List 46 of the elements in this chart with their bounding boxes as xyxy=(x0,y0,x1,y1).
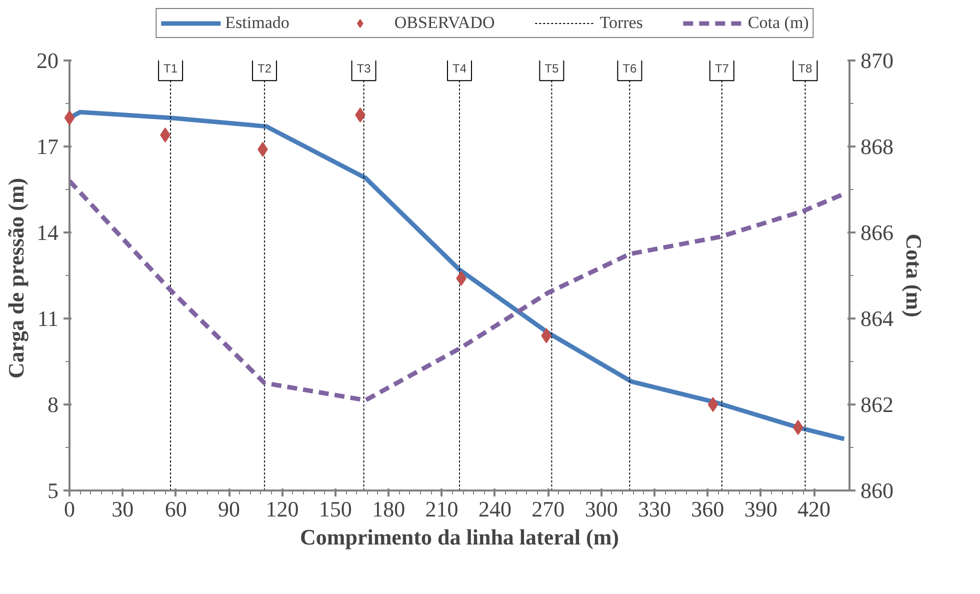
y2-axis-title: Cota (m) xyxy=(902,234,926,318)
x-axis-title: Comprimento da linha lateral (m) xyxy=(300,524,619,550)
x-tick-label: 240 xyxy=(478,496,512,522)
x-tick-label: 0 xyxy=(64,496,75,522)
point xyxy=(708,397,718,412)
annotation: T5 xyxy=(544,62,560,76)
x-tick-label: 150 xyxy=(318,496,352,522)
x-tick-label: 270 xyxy=(532,496,565,522)
y2-tick-label: 860 xyxy=(860,478,894,503)
y-tick-label: 17 xyxy=(36,134,58,159)
x-tick-label: 390 xyxy=(744,496,778,522)
annotation: T4 xyxy=(452,62,467,76)
y-tick-label: 20 xyxy=(36,48,58,73)
y-tick-label: 11 xyxy=(37,306,59,331)
legend-label: Torres xyxy=(600,13,643,33)
annotation: T7 xyxy=(714,62,730,76)
y2-tick-label: 866 xyxy=(860,220,894,245)
point xyxy=(64,110,75,126)
legend-label: OBSERVADO xyxy=(394,13,495,33)
annotation: T6 xyxy=(622,62,638,76)
x-tick-label: 420 xyxy=(798,496,831,522)
y-tick-label: 5 xyxy=(48,478,58,503)
x-tick-label: 90 xyxy=(218,496,240,522)
annotation: T3 xyxy=(356,62,372,76)
x-tick-label: 60 xyxy=(164,496,187,522)
point xyxy=(541,328,552,344)
x-tick-label: 330 xyxy=(638,496,671,522)
y2-tick-label: 868 xyxy=(860,134,894,159)
y2-tick-label: 862 xyxy=(860,392,894,417)
point xyxy=(792,420,804,435)
x-tick-label: 210 xyxy=(425,496,458,522)
legend-label: Cota (m) xyxy=(748,13,809,33)
x-tick-label: 120 xyxy=(266,496,299,522)
annotation: T2 xyxy=(258,62,272,76)
x-tick-label: 30 xyxy=(112,496,134,522)
x-tick-label: 180 xyxy=(372,496,406,522)
y2-tick-label: 870 xyxy=(860,48,894,73)
legend-label: Estimado xyxy=(225,13,290,33)
y2-tick-label: 864 xyxy=(860,306,894,331)
x-tick-label: 360 xyxy=(691,496,724,522)
y-axis-title: Carga de pressão (m) xyxy=(4,178,28,379)
annotation: T8 xyxy=(798,62,813,76)
annotation: T1 xyxy=(164,62,178,76)
y-tick-label: 8 xyxy=(48,392,58,417)
x-tick-label: 300 xyxy=(584,496,618,522)
y-tick-label: 14 xyxy=(36,220,58,245)
